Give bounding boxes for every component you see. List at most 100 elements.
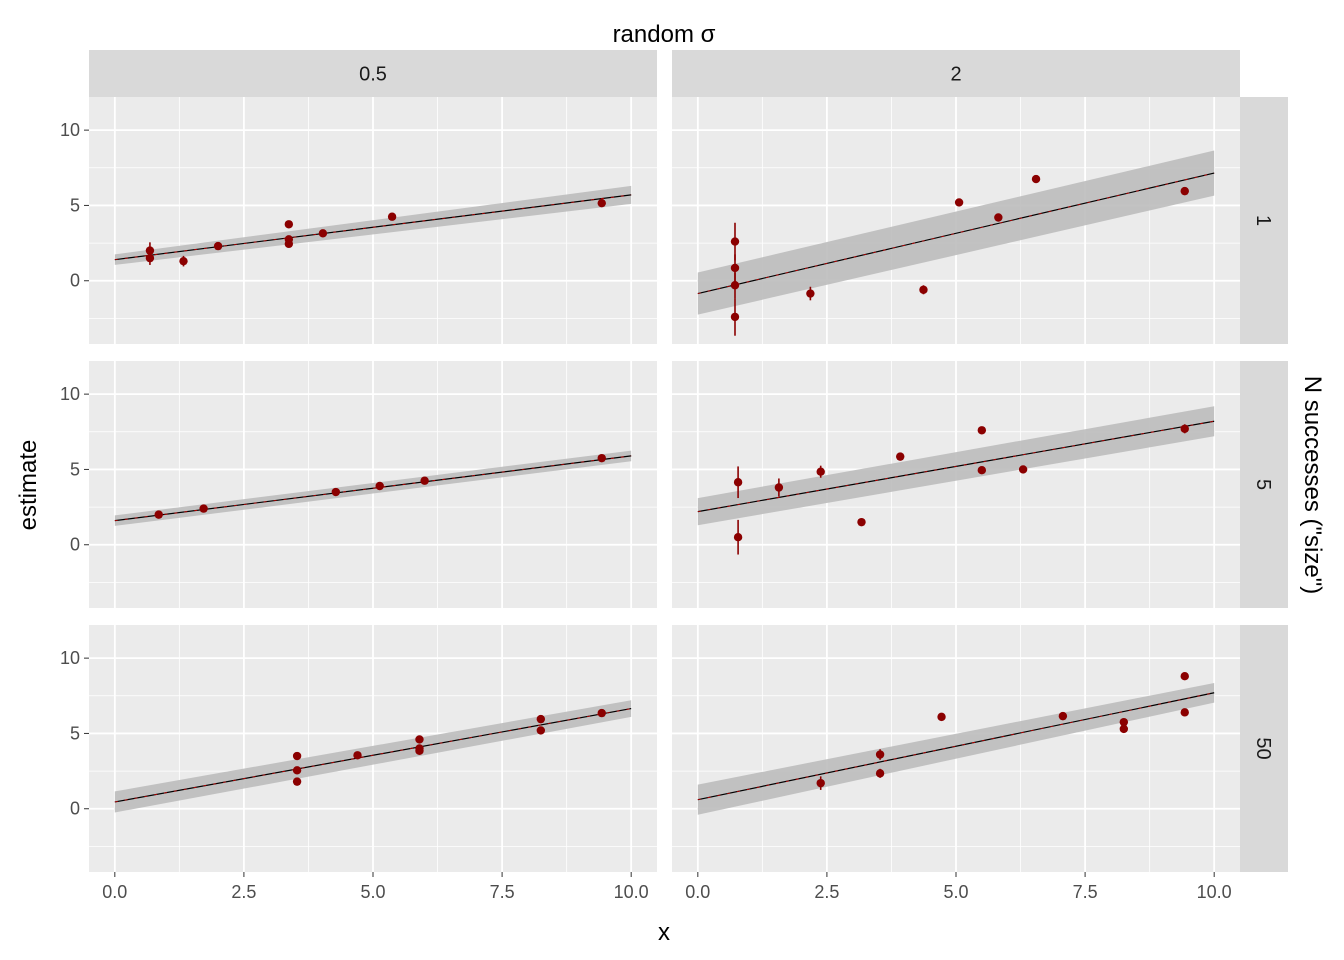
data-point (284, 239, 294, 249)
data-point (774, 483, 784, 492)
x-tick-label: 2.5 (231, 882, 256, 902)
data-point (154, 510, 163, 519)
data-point (806, 289, 815, 298)
col-strip-label: 0.5 (359, 64, 387, 86)
row-strip-label: 50 (1252, 737, 1274, 759)
y-tick-label: 10 (60, 120, 80, 140)
data-point (994, 213, 1003, 222)
panels-layer: 0.5 2 1 5 50 0 5 10 0 5 10 0 5 10 0.0 2.5 5.0 7.5 10.0 0.0 2… (60, 50, 1288, 902)
data-point (597, 198, 606, 208)
data-point (875, 750, 885, 759)
data-point (536, 714, 546, 724)
data-point (145, 246, 155, 255)
x-tick-label: 0.0 (102, 882, 127, 902)
y-tick-label: 0 (70, 799, 80, 819)
data-point (331, 487, 341, 497)
x-tick-label: 5.0 (943, 882, 968, 902)
data-point (730, 263, 740, 273)
panel-50-2: 0.0 2.5 5.0 7.5 10.0 (672, 625, 1240, 902)
data-point (1119, 724, 1129, 734)
x-tick-label: 0.0 (685, 882, 710, 902)
data-point (1018, 465, 1028, 474)
x-tick-label: 7.5 (490, 882, 515, 902)
x-tick-label: 10.0 (1197, 882, 1232, 902)
data-point (1180, 708, 1189, 717)
data-point (284, 220, 294, 229)
data-point (730, 312, 740, 322)
data-point (387, 212, 397, 221)
data-point (179, 256, 188, 266)
data-point (292, 777, 302, 786)
data-point (1058, 711, 1068, 721)
data-point (733, 533, 743, 542)
data-point (375, 481, 384, 491)
x-tick-label: 5.0 (360, 882, 385, 902)
y-axis-title: estimate (15, 440, 42, 531)
data-point (857, 517, 866, 527)
x-tick-label: 7.5 (1073, 882, 1098, 902)
row-strip-label: 1 (1252, 215, 1274, 226)
data-point (919, 285, 928, 294)
data-point (816, 778, 825, 788)
data-point (145, 253, 155, 263)
confidence-band (697, 683, 1215, 815)
data-point (420, 476, 429, 485)
data-point (977, 465, 987, 475)
x-axis-title: x (658, 919, 670, 946)
fit-line (697, 692, 1215, 801)
data-point (937, 712, 946, 722)
data-point (536, 726, 546, 735)
data-point (318, 229, 328, 238)
confidence-band (114, 700, 632, 813)
y-tick-label: 0 (70, 271, 80, 291)
data-point (875, 769, 885, 778)
confidence-band (114, 185, 632, 265)
data-point (896, 452, 905, 461)
data-point (1031, 174, 1041, 184)
data-point (415, 746, 424, 755)
col-strip-label: 2 (950, 64, 961, 86)
data-point (353, 751, 362, 760)
row-strip-label: 5 (1252, 479, 1274, 490)
panel-5-0.5: 0 5 10 (60, 361, 657, 608)
fit-line-overlay (697, 172, 1215, 294)
data-point (1119, 717, 1129, 727)
data-point (415, 735, 424, 744)
y-tick-label: 10 (60, 648, 80, 668)
fit-line-overlay (114, 455, 632, 522)
data-point (1180, 186, 1189, 196)
data-point (977, 426, 987, 435)
data-point (199, 504, 208, 513)
panel-50-0.5: 0 5 10 0.0 2.5 5.0 7.5 10.0 (60, 625, 657, 902)
row-strip (1240, 361, 1288, 608)
x-tick-label: 10.0 (614, 882, 649, 902)
data-point (597, 708, 606, 718)
row-strip (1240, 97, 1288, 344)
y-tick-label: 0 (70, 535, 80, 555)
confidence-band (697, 406, 1215, 526)
data-point (597, 453, 606, 463)
y-tick-label: 5 (70, 723, 80, 743)
panel-5-2 (672, 361, 1240, 608)
row-facet-title: N successes ("size") (1299, 376, 1326, 594)
y-tick-label: 10 (60, 384, 80, 404)
panel-1-0.5: 0 5 10 (60, 97, 657, 344)
data-point (292, 751, 302, 761)
y-tick-label: 5 (70, 459, 80, 479)
y-tick-label: 5 (70, 195, 80, 215)
data-point (292, 766, 302, 775)
row-strip (1240, 625, 1288, 872)
data-point (1180, 424, 1189, 433)
data-point (954, 198, 964, 207)
col-strip (89, 50, 657, 97)
data-point (730, 237, 740, 246)
x-tick-label: 2.5 (814, 882, 839, 902)
fit-line-overlay (114, 194, 632, 261)
data-point (730, 281, 740, 290)
data-point (733, 478, 743, 487)
panel-1-2 (672, 97, 1240, 344)
data-point (213, 241, 223, 251)
data-point (1180, 672, 1189, 681)
data-point (816, 467, 825, 476)
